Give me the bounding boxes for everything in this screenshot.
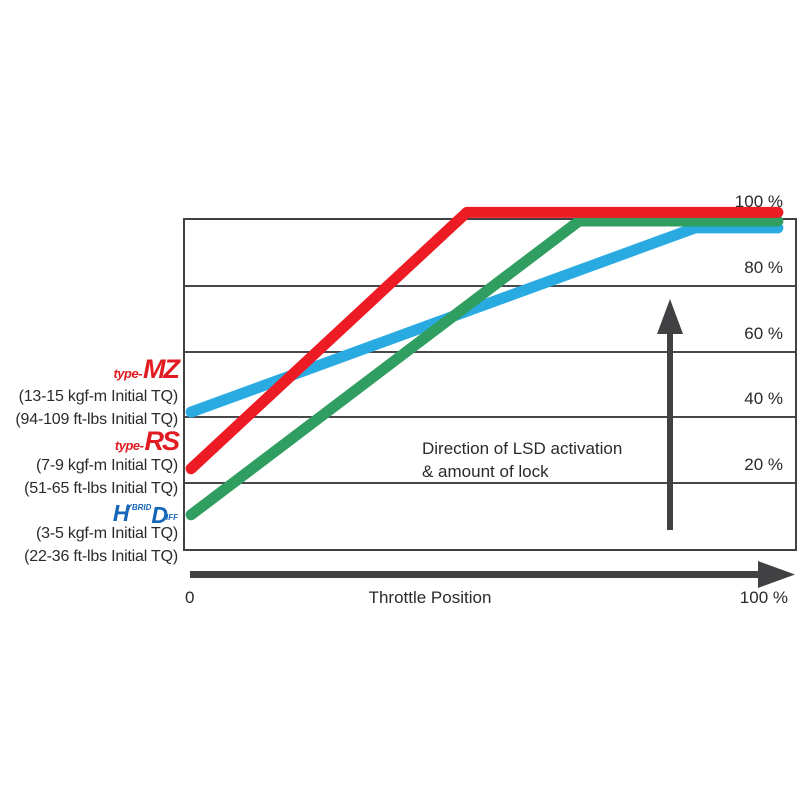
gridline-20 — [185, 482, 795, 485]
type-mz-torque-kgfm: (13-15 kgf-m Initial TQ) — [18, 388, 179, 405]
hd-logo-h: H — [112, 500, 130, 526]
type-mz-logo: type-MZ — [0, 354, 180, 385]
type-rs-torque-ftlbs: (51-65 ft-lbs Initial TQ) — [24, 480, 178, 497]
series-layer — [185, 206, 784, 530]
x-axis-title: Throttle Position — [368, 588, 492, 607]
type-rs-logo-prefix: type- — [114, 438, 144, 453]
x-axis-max-label: 100 % — [739, 588, 788, 607]
type-mz-logo-main: MZ — [143, 354, 180, 384]
type-rs-line — [185, 206, 784, 475]
type-mz-logo-prefix: type- — [113, 366, 143, 381]
gridline-40 — [185, 416, 795, 419]
hd-logo-ybrid: YBRID — [126, 503, 152, 512]
type-mz-torque-ftlbs: (94-109 ft-lbs Initial TQ) — [15, 411, 178, 428]
gridline-60 — [185, 350, 795, 353]
hybrid-hd-line — [185, 215, 784, 521]
x-axis-arrow-icon — [190, 561, 795, 588]
type-rs-logo-main: RS — [144, 426, 179, 456]
hybrid-hd-torque-kgfm: (3-5 kgf-m Initial TQ) — [36, 525, 178, 542]
hybrid-hd-logo: HYBRIDDIFF — [0, 497, 178, 529]
hd-logo-iff: IFF — [166, 513, 178, 522]
hybrid-hd-torque-ftlbs: (22-36 ft-lbs Initial TQ) — [24, 548, 178, 565]
x-axis-min-label: 0 — [185, 588, 195, 607]
plot-area — [183, 206, 797, 551]
hd-logo-d: D — [151, 502, 168, 528]
type-rs-logo: type-RS — [0, 426, 180, 457]
up-arrow-icon — [657, 299, 683, 530]
annotation-direction-of-lsd: Direction of LSD activation & amount of … — [422, 439, 623, 481]
type-mz-line — [185, 222, 784, 418]
type-rs-torque-kgfm: (7-9 kgf-m Initial TQ) — [36, 457, 178, 474]
